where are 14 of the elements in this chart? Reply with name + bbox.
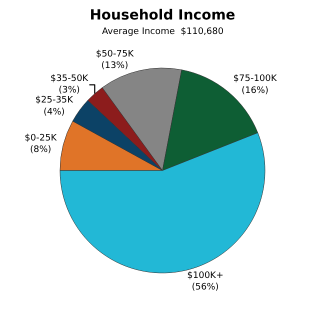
slice-label: $50-75K — [96, 49, 135, 60]
slice-label: $35-50K — [50, 74, 90, 84]
data-label: (3%) — [58, 86, 80, 96]
slice-label: $75-100K — [233, 74, 278, 84]
data-label: (56%) — [192, 282, 219, 293]
data-label: (13%) — [101, 60, 128, 71]
slice-label: $100K+ — [187, 270, 224, 281]
data-label: (4%) — [44, 107, 65, 118]
slice-label: $0-25K — [24, 133, 58, 144]
chart-subtitle: Average Income $110,680 — [102, 27, 224, 37]
chart-title: Household Income — [90, 8, 236, 24]
data-label: (16%) — [242, 86, 269, 96]
data-label: (8%) — [30, 145, 52, 156]
slice-label: $25-35K — [35, 96, 74, 106]
